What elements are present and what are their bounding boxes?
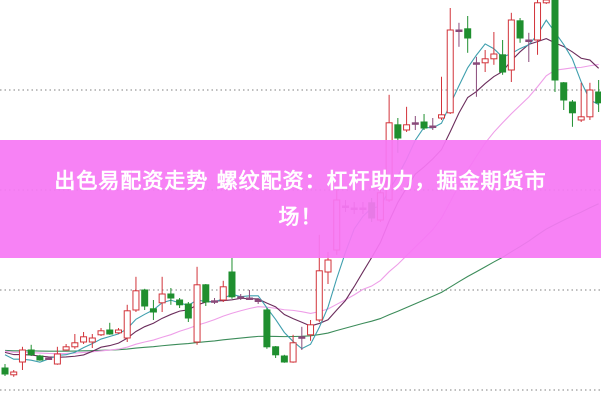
candle-body bbox=[464, 28, 472, 39]
candle-body bbox=[71, 342, 79, 348]
candle-body bbox=[141, 289, 149, 307]
candle-body bbox=[438, 114, 445, 119]
headline-line-1: 出色易配资走势 螺纹配资：杠杆助力，掘金期货市 bbox=[54, 169, 547, 193]
candle-body bbox=[1, 367, 9, 375]
candle-body bbox=[516, 20, 524, 39]
candle-body bbox=[18, 349, 26, 363]
candle-body bbox=[560, 82, 568, 101]
candle-body bbox=[123, 310, 131, 339]
candle-body bbox=[551, 0, 559, 81]
candle-body bbox=[158, 293, 166, 304]
candle-body bbox=[542, 0, 550, 4]
candle-body bbox=[499, 54, 507, 73]
candle-body bbox=[36, 355, 44, 361]
candle-body bbox=[307, 324, 315, 336]
candle-body bbox=[149, 308, 157, 313]
candle-body bbox=[289, 342, 297, 363]
candle-body bbox=[193, 284, 201, 343]
candle-body bbox=[97, 330, 105, 336]
candle-body bbox=[577, 116, 585, 121]
candle-body bbox=[568, 101, 576, 114]
candle-body bbox=[272, 346, 280, 356]
candle-body bbox=[219, 286, 227, 301]
headline-banner: 出色易配资走势 螺纹配资：杠杆助力，掘金期货市 场！ bbox=[0, 140, 601, 258]
candle-body bbox=[176, 299, 184, 306]
candle-body bbox=[298, 336, 306, 339]
candle-body bbox=[10, 371, 18, 376]
candle-body bbox=[184, 303, 192, 319]
candle-body bbox=[403, 124, 411, 131]
candle-body bbox=[455, 29, 463, 32]
candle-body bbox=[490, 53, 498, 60]
ma20-line bbox=[4, 63, 599, 355]
candle-body bbox=[228, 271, 236, 298]
candle-body bbox=[202, 284, 210, 303]
candle-body bbox=[534, 2, 542, 41]
headline-line-2: 场！ bbox=[278, 205, 323, 229]
candle-body bbox=[237, 296, 245, 299]
candle-body bbox=[472, 62, 480, 65]
candle-body bbox=[245, 297, 253, 300]
candle-body bbox=[45, 357, 53, 360]
candle-body bbox=[106, 329, 114, 335]
candle-body bbox=[211, 300, 219, 303]
candle-body bbox=[586, 89, 594, 118]
candle-body bbox=[80, 336, 88, 343]
candle-body bbox=[481, 58, 489, 64]
candle-body bbox=[167, 293, 175, 299]
candle-body bbox=[132, 290, 140, 311]
candle-body bbox=[53, 353, 61, 365]
candle-body bbox=[411, 122, 419, 125]
candle-body bbox=[315, 270, 323, 321]
candle-body bbox=[263, 309, 271, 348]
candle-body bbox=[420, 121, 428, 129]
candle-body bbox=[394, 124, 402, 139]
candle-body bbox=[254, 299, 262, 302]
candle-body bbox=[324, 259, 332, 273]
candle-body bbox=[429, 125, 437, 128]
candle-body bbox=[27, 349, 35, 356]
candle-body bbox=[62, 346, 70, 351]
ma10-line bbox=[4, 38, 600, 358]
candle-body bbox=[595, 91, 601, 104]
candle-body bbox=[280, 355, 288, 363]
candle-body bbox=[446, 29, 454, 114]
candle-body bbox=[507, 19, 515, 71]
candle-body bbox=[114, 329, 122, 334]
candle-body bbox=[88, 337, 96, 343]
candle-body bbox=[525, 39, 533, 42]
